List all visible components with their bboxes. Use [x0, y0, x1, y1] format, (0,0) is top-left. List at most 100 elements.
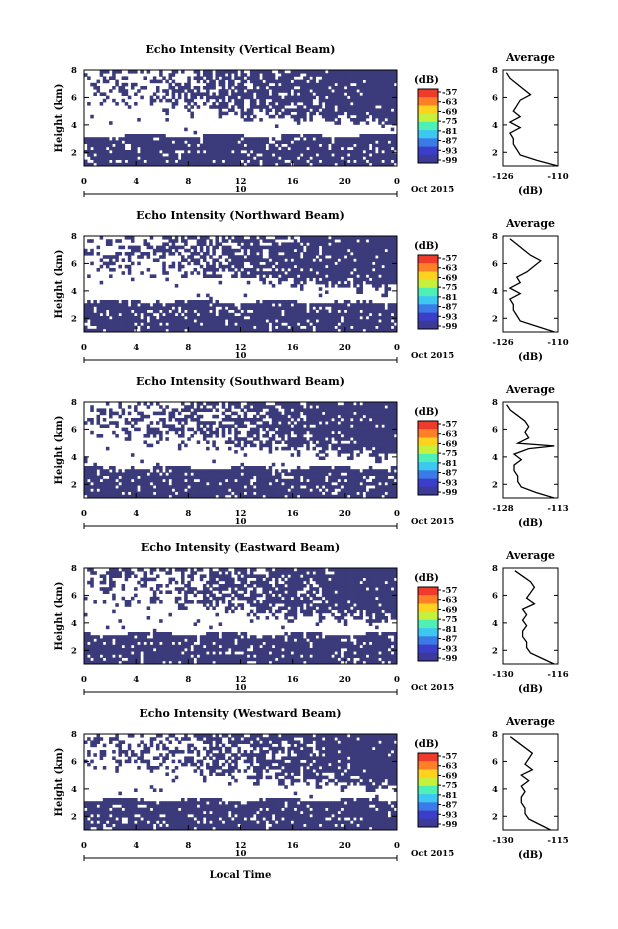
heatmap-cell	[177, 328, 182, 333]
heatmap-cell	[265, 303, 270, 307]
heatmap-cell	[224, 137, 229, 141]
heatmap-cell	[384, 239, 389, 243]
heatmap-cell	[134, 92, 138, 96]
heatmap-cell	[174, 245, 179, 250]
heatmap-cell	[181, 402, 185, 406]
heatmap-cell	[346, 325, 351, 330]
heatmap-cell	[209, 264, 213, 269]
heatmap-cell	[231, 475, 235, 480]
heatmap-cell	[365, 280, 370, 285]
heatmap-cell	[343, 325, 348, 330]
heatmap-cell	[350, 427, 354, 432]
heatmap-cell	[256, 469, 260, 473]
heatmap-cell	[296, 478, 301, 483]
heatmap-cell	[212, 134, 216, 138]
heatmap-cell	[343, 306, 348, 310]
heatmap-cell	[384, 255, 389, 259]
heatmap-cell	[234, 466, 238, 470]
heatmap-cell	[134, 421, 138, 425]
heatmap-cell	[331, 303, 335, 307]
heatmap-cell	[262, 405, 266, 409]
heatmap-cell	[137, 162, 141, 167]
heatmap-cell	[134, 427, 138, 432]
heatmap-cell	[159, 469, 163, 473]
heatmap-cell	[187, 316, 191, 320]
heatmap-cell	[375, 261, 379, 266]
heatmap-cell	[312, 159, 317, 164]
heatmap-cell	[221, 150, 226, 154]
heatmap-cell	[290, 469, 295, 473]
heatmap-cell	[227, 86, 232, 90]
heatmap-cell	[90, 143, 94, 148]
heatmap-cell	[181, 245, 185, 250]
heatmap-cell	[96, 482, 101, 486]
heatmap-cell	[312, 150, 317, 154]
heatmap-cell	[340, 86, 345, 90]
heatmap-cell	[309, 95, 313, 100]
heatmap-cell	[240, 478, 245, 483]
heatmap-cell	[130, 159, 135, 164]
heatmap-cell	[362, 92, 367, 96]
heatmap-cell	[105, 242, 110, 246]
heatmap-cell	[274, 156, 279, 160]
heatmap-cell	[152, 482, 157, 486]
heatmap-cell	[196, 252, 201, 256]
heatmap-cell	[271, 434, 276, 438]
heatmap-cell	[134, 309, 138, 314]
heatmap-cell	[346, 443, 351, 448]
heatmap-cell	[346, 255, 351, 259]
heatmap-cell	[212, 488, 216, 492]
heatmap-cell	[368, 111, 373, 116]
heatmap-cell	[312, 322, 317, 326]
heatmap-cell	[237, 105, 241, 109]
heatmap-cell	[253, 162, 257, 167]
heatmap-cell	[271, 316, 276, 320]
heatmap-cell	[362, 306, 367, 310]
heatmap-cell	[274, 264, 279, 269]
heatmap-cell	[290, 322, 295, 326]
heatmap-cell	[303, 475, 307, 480]
heatmap-cell	[368, 261, 373, 266]
heatmap-cell	[309, 70, 313, 74]
heatmap-cell	[143, 309, 147, 314]
heatmap-cell	[353, 86, 357, 90]
heatmap-cell	[187, 146, 191, 151]
heatmap-cell	[328, 485, 332, 489]
heatmap-cell	[371, 319, 376, 323]
heatmap-cell	[375, 239, 379, 243]
heatmap-cell	[274, 300, 279, 304]
heatmap-cell	[346, 156, 351, 160]
heatmap-cell	[190, 411, 194, 416]
heatmap-cell	[328, 421, 332, 425]
heatmap-cell	[253, 427, 257, 432]
heatmap-cell	[274, 252, 279, 256]
heatmap-cell	[312, 143, 317, 148]
heatmap-cell	[359, 258, 363, 262]
heatmap-cell	[118, 264, 122, 269]
heatmap-cell	[375, 134, 379, 138]
heatmap-cell	[137, 312, 141, 317]
heatmap-cell	[221, 306, 226, 310]
heatmap-cell	[346, 450, 351, 454]
heatmap-cell	[371, 146, 376, 151]
heatmap-cell	[184, 408, 188, 412]
heatmap-cell	[237, 82, 241, 87]
heatmap-cell	[209, 434, 213, 438]
x-tick-label: 0	[394, 343, 400, 353]
heatmap-cell	[325, 309, 329, 314]
heatmap-cell	[371, 140, 376, 144]
heatmap-cell	[171, 408, 176, 412]
heatmap-cell	[337, 450, 342, 454]
heatmap-cell	[271, 437, 276, 441]
heatmap-cell	[262, 146, 266, 151]
heatmap-cell	[140, 156, 144, 160]
heatmap-cell	[231, 95, 235, 100]
heatmap-cell	[365, 82, 370, 87]
heatmap-cell	[334, 264, 338, 269]
heatmap-cell	[281, 261, 285, 266]
heatmap-cell	[346, 79, 351, 84]
heatmap-cell	[231, 322, 235, 326]
heatmap-cell	[293, 319, 298, 323]
heatmap-cell	[118, 70, 122, 74]
heatmap-cell	[318, 280, 323, 285]
